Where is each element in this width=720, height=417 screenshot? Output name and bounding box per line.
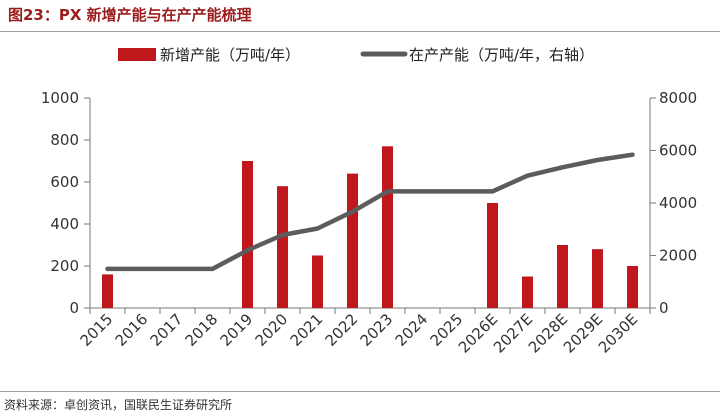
x-tick-label: 2015	[77, 310, 117, 350]
line-series	[105, 152, 635, 272]
bar	[487, 203, 498, 308]
bar	[557, 245, 568, 308]
x-tick-label: 2016	[112, 310, 152, 350]
axes	[84, 97, 656, 314]
legend-bar-label: 新增产能（万吨/年）	[160, 46, 300, 64]
x-tick-label: 2024	[392, 310, 432, 350]
bar	[102, 274, 113, 308]
axis-labels: 0200400600800100002000400060008000201520…	[41, 89, 697, 357]
footer-divider	[0, 391, 720, 392]
y-left-tick-label: 1000	[41, 89, 79, 107]
y-right-tick-label: 4000	[659, 194, 697, 212]
x-tick-label: 2019	[217, 310, 257, 350]
bar	[312, 255, 323, 308]
bar	[592, 249, 603, 308]
y-left-tick-label: 800	[50, 131, 79, 149]
source-note: 资料来源：卓创资讯，国联民生证券研究所	[4, 398, 233, 412]
y-right-tick-label: 6000	[659, 142, 697, 160]
x-tick-label: 2030E	[595, 310, 641, 356]
x-tick-label: 2022	[322, 310, 362, 350]
capacity-line	[105, 152, 635, 272]
x-tick-label: 2023	[357, 310, 397, 350]
y-right-tick-label: 8000	[659, 89, 697, 107]
legend-bar-swatch	[118, 48, 156, 61]
bar	[242, 161, 253, 308]
y-right-tick-label: 2000	[659, 247, 697, 265]
y-right-tick-label: 0	[659, 299, 669, 317]
bar	[347, 173, 358, 308]
y-left-tick-label: 600	[50, 173, 79, 191]
y-left-tick-label: 0	[69, 299, 79, 317]
legend-line-label: 在产产能（万吨/年，右轴）	[409, 46, 594, 64]
x-tick-label: 2020	[252, 310, 292, 350]
y-left-tick-label: 200	[50, 257, 79, 275]
bar	[382, 146, 393, 308]
y-left-tick-label: 400	[50, 215, 79, 233]
x-tick-label: 2017	[147, 310, 187, 350]
bar-series	[102, 146, 638, 308]
legend: 新增产能（万吨/年） 在产产能（万吨/年，右轴）	[118, 46, 594, 64]
chart: 新增产能（万吨/年） 在产产能（万吨/年，右轴） 0 200 400 600 800 10…	[41, 46, 697, 357]
bar	[277, 186, 288, 308]
bar	[522, 276, 533, 308]
chart-title: 图23：PX 新增产能与在产产能梳理	[8, 6, 252, 24]
x-tick-label: 2018	[182, 310, 222, 350]
bar	[627, 266, 638, 308]
x-tick-label: 2021	[287, 310, 327, 350]
title-divider	[0, 31, 720, 32]
